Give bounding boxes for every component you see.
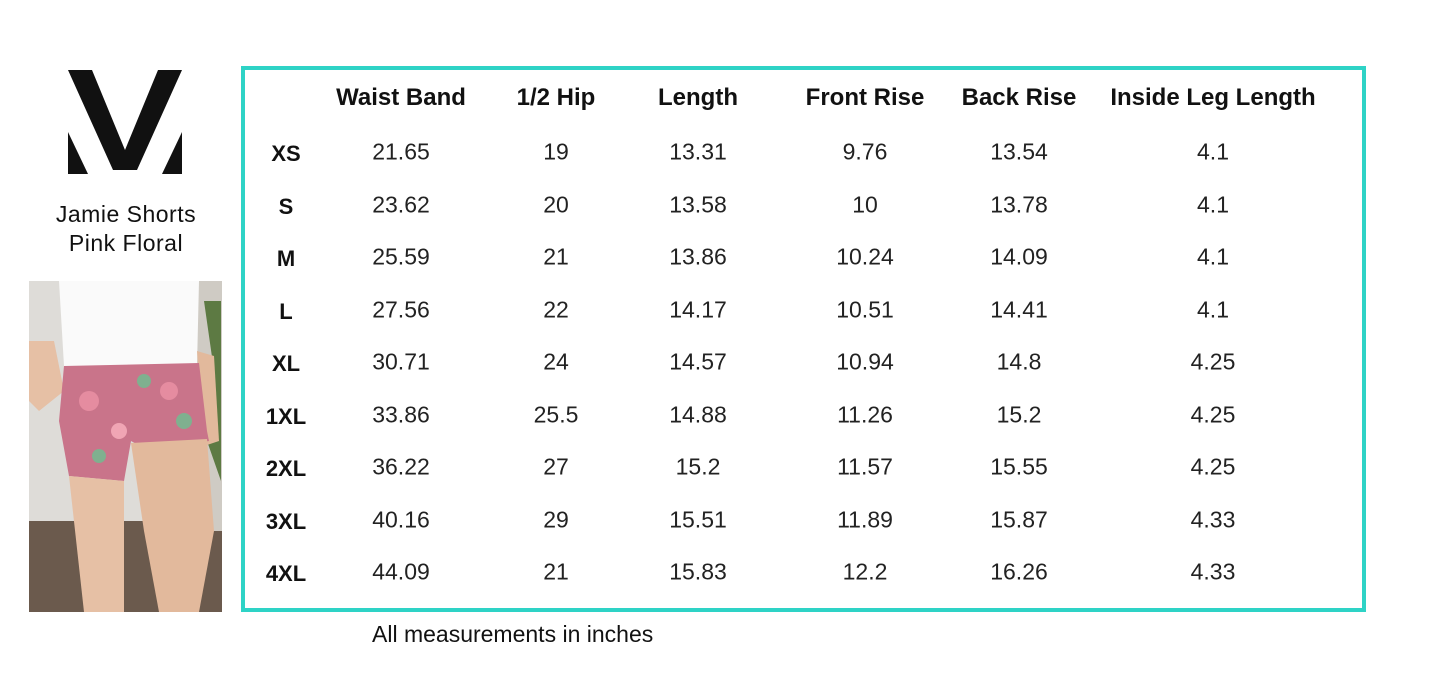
measurement: 23.62: [372, 191, 430, 217]
measurement: 4.25: [1190, 453, 1236, 480]
measurement: 15.55: [990, 453, 1048, 480]
measurement-note: All measurements in inches: [372, 621, 654, 647]
measurement: 21.65: [372, 138, 430, 165]
measurement: 21: [543, 558, 569, 585]
measurement: 13.54: [990, 138, 1048, 165]
measurement: 11.26: [837, 401, 893, 427]
measurement: 36.22: [372, 453, 430, 480]
measurement: 24: [543, 348, 569, 375]
measurement: 4.1: [1197, 243, 1229, 270]
measurement: 13.86: [669, 243, 727, 270]
measurement: 10.51: [836, 296, 894, 322]
product-name: Jamie Shorts: [55, 201, 197, 227]
size-label: XL: [271, 351, 301, 376]
measurement: 4.25: [1190, 348, 1236, 375]
measurement: 13.78: [990, 191, 1048, 217]
measurement: 4.25: [1190, 401, 1236, 427]
size-table-frame: [241, 66, 1366, 612]
size-label: XS: [271, 141, 301, 166]
measurement: 12.2: [842, 558, 888, 585]
measurement: 30.71: [372, 348, 430, 375]
measurement: 29: [543, 506, 569, 532]
measurement: 27.56: [372, 296, 430, 322]
measurement: 14.41: [990, 296, 1048, 322]
column-header: Inside Leg Length: [1110, 84, 1316, 111]
measurement: 14.57: [669, 348, 727, 375]
measurement: 13.58: [669, 191, 727, 217]
column-header: 1/2 Hip: [516, 84, 596, 111]
measurement: 19: [543, 138, 569, 165]
measurement: 10: [852, 191, 878, 217]
measurement: 13.31: [669, 138, 727, 165]
size-label: M: [276, 246, 296, 271]
size-label: 3XL: [265, 508, 307, 534]
measurement: 21: [543, 243, 569, 270]
measurement: 4.33: [1190, 558, 1236, 585]
measurement: 20: [543, 191, 569, 217]
measurement: 15.87: [990, 506, 1048, 532]
measurement: 15.51: [669, 506, 727, 532]
measurement: 27: [543, 453, 569, 480]
measurement: 14.8: [996, 348, 1042, 375]
measurement: 10.94: [836, 348, 894, 375]
measurement: 25.59: [372, 243, 430, 270]
size-label: 1XL: [265, 403, 307, 429]
measurement: 10.24: [836, 243, 894, 270]
measurement: 33.86: [372, 401, 430, 427]
measurement: 15.2: [675, 453, 721, 480]
column-header: Front Rise: [805, 84, 925, 111]
measurement: 44.09: [372, 558, 430, 585]
column-header: Length: [658, 84, 738, 111]
product-variant: Pink Floral: [68, 230, 184, 256]
measurement: 14.88: [669, 401, 727, 427]
measurement: 9.76: [842, 138, 888, 165]
size-label: 2XL: [265, 456, 307, 481]
size-label: L: [279, 298, 293, 324]
measurement: 11.57: [837, 453, 893, 480]
measurement: 4.1: [1197, 138, 1229, 165]
size-label: 4XL: [265, 561, 307, 586]
brand-logo: [68, 70, 182, 174]
measurement: 14.17: [669, 296, 727, 322]
measurement: 25.5: [533, 401, 579, 427]
column-header: Back Rise: [961, 84, 1077, 111]
measurement: 4.1: [1197, 296, 1229, 322]
measurement: 16.26: [990, 558, 1048, 585]
column-header: Waist Band: [336, 84, 466, 111]
measurement: 14.09: [990, 243, 1048, 270]
measurement: 40.16: [372, 506, 430, 532]
product-photo: [29, 281, 222, 612]
measurement: 15.2: [996, 401, 1042, 427]
measurement: 15.83: [669, 558, 727, 585]
measurement: 11.89: [837, 506, 893, 532]
measurement: 22: [543, 296, 569, 322]
measurement: 4.1: [1197, 191, 1229, 217]
measurement: 4.33: [1190, 506, 1236, 532]
size-label: S: [278, 193, 294, 219]
